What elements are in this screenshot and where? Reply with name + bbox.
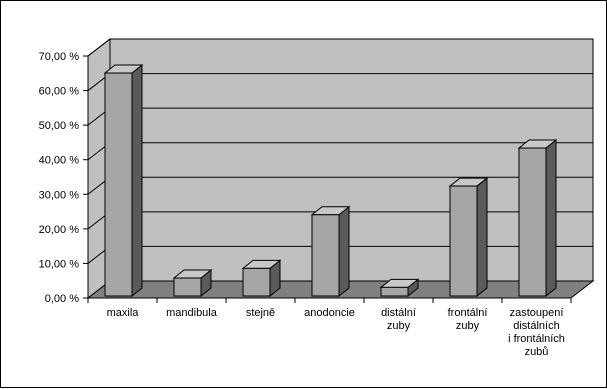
y-tick-label: 60,00 % [39,86,80,98]
bar-side [131,63,143,298]
bar [517,138,558,298]
bar-front [173,277,202,297]
x-category-label: zastoupení distálních i frontálních zubů [508,307,565,358]
x-category-label: anodoncie [304,307,355,319]
bar [241,259,282,298]
y-tick-label: 50,00 % [39,120,80,132]
x-category-label: maxila [107,307,140,319]
bar [310,205,351,298]
axes [83,55,572,303]
y-tick-label: 70,00 % [39,51,80,63]
y-tick-label: 10,00 % [39,258,80,270]
x-category-label: mandibula [166,307,218,319]
bar [172,268,213,298]
bar-front [449,185,478,297]
bars [103,63,558,298]
y-tick-label: 0,00 % [45,293,79,305]
x-category-label: frontální zuby [448,307,488,332]
bar-side [338,205,350,298]
bar-front [311,214,340,297]
gridline [87,38,593,57]
x-category-label: distální zuby [381,307,416,332]
bar-side [476,177,488,298]
bar [103,63,144,298]
y-axis-tick-labels: 0,00 % 10,00 % 20,00 % 30,00 % 40,00 % 50,00 … [39,51,80,305]
bar-front [518,147,547,297]
bar [448,177,489,298]
x-category-label: stejně [246,307,275,319]
bar-side [545,138,557,298]
bar [379,278,420,298]
bar-front [380,286,409,297]
x-axis-category-labels: maxila mandibula stejně anodoncie distální zu… [107,307,565,358]
bar-front [242,267,271,297]
y-tick-label: 40,00 % [39,155,80,167]
y-tick-label: 30,00 % [39,189,80,201]
bar-front [104,72,133,297]
y-tick-label: 20,00 % [39,224,80,236]
